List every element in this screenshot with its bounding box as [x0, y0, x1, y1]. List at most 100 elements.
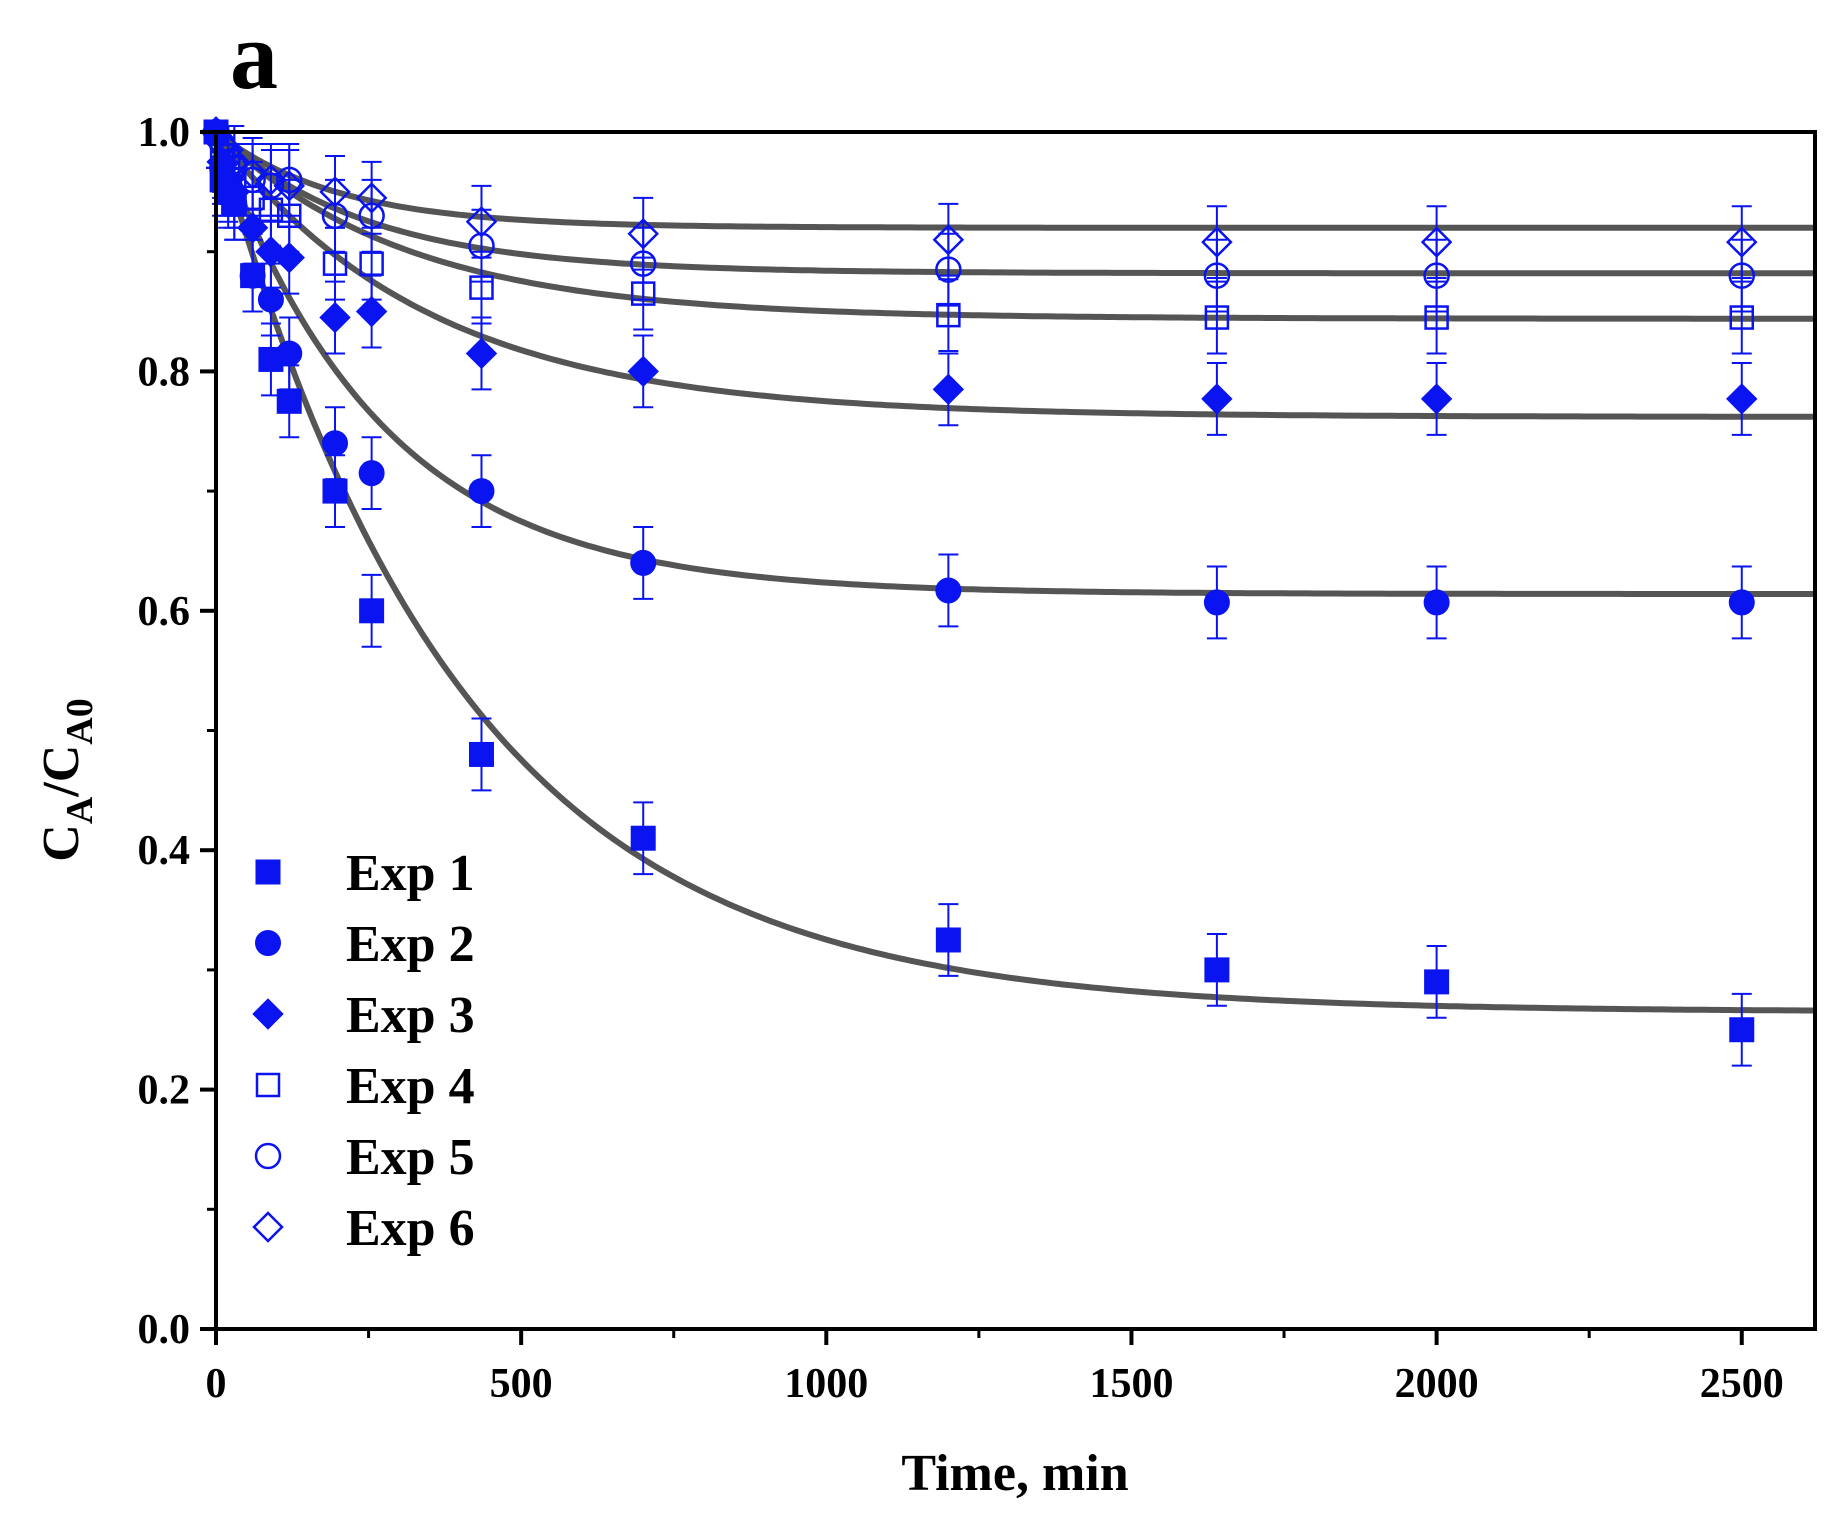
legend: Exp 1 Exp 2 Exp 3 Exp 4 Exp 5 Exp 6 — [252, 845, 475, 1257]
data-point-exp-6 — [465, 206, 498, 238]
data-point-exp-6 — [236, 158, 269, 190]
data-point-exp-2 — [322, 430, 349, 457]
data-point-exp-1 — [468, 741, 494, 767]
data-markers — [200, 116, 1758, 1043]
y-tick-label: 1.0 — [138, 110, 191, 156]
data-point-exp-6 — [355, 182, 388, 214]
y-title-slash: /C — [33, 745, 90, 798]
data-point-exp-2 — [276, 340, 303, 367]
y-title-sub2: A0 — [59, 698, 101, 744]
data-point-exp-1 — [630, 825, 656, 851]
data-point-exp-6 — [273, 170, 306, 202]
y-title-sub1: A — [59, 796, 101, 824]
fit-line — [213, 129, 1815, 277]
y-axis-ticks: 0.0 0.2 0.4 0.6 0.8 1.0 — [138, 110, 216, 1353]
data-point-exp-2 — [935, 577, 962, 604]
data-point-exp-6 — [1725, 226, 1758, 258]
data-point-exp-1 — [1729, 1017, 1755, 1043]
x-axis-ticks: 0 500 1000 1500 2000 2500 — [206, 1329, 1784, 1407]
fit-line — [213, 131, 1815, 1014]
y-axis-title: CA/CA0 — [33, 698, 101, 861]
data-point-exp-2 — [468, 478, 495, 505]
data-point-exp-2 — [239, 262, 266, 289]
data-point-exp-3 — [273, 241, 305, 274]
data-point-exp-4 — [322, 251, 348, 276]
y-tick-label: 0.4 — [138, 828, 191, 874]
x-tick-label: 1500 — [1089, 1361, 1173, 1407]
data-point-exp-3 — [465, 337, 498, 370]
data-point-exp-5 — [321, 202, 349, 230]
data-point-exp-1 — [359, 598, 385, 624]
x-tick-label: 2500 — [1700, 1361, 1784, 1407]
y-tick-label: 0.2 — [138, 1068, 191, 1114]
data-point-exp-4 — [630, 281, 656, 306]
x-axis-title: Time, min — [901, 1445, 1128, 1502]
data-point-exp-2 — [1423, 589, 1450, 616]
y-tick-label: 0.8 — [138, 349, 191, 395]
data-point-exp-1 — [1204, 957, 1230, 983]
legend-label: Exp 4 — [346, 1058, 475, 1115]
data-point-exp-4 — [936, 302, 961, 328]
legend-marker — [254, 1142, 282, 1170]
data-point-exp-6 — [932, 223, 965, 256]
data-point-exp-6 — [319, 176, 351, 208]
x-tick-label: 2000 — [1395, 1361, 1479, 1407]
data-point-exp-4 — [1424, 305, 1449, 330]
data-point-exp-5 — [257, 172, 285, 200]
fit-line — [214, 129, 1815, 231]
legend-marker — [255, 859, 281, 885]
data-point-exp-5 — [1203, 262, 1231, 289]
y-tick-label: 0.6 — [138, 589, 191, 635]
data-point-exp-5 — [1728, 262, 1756, 289]
data-point-exp-2 — [630, 549, 657, 576]
data-point-exp-3 — [355, 295, 388, 328]
x-tick-label: 0 — [206, 1361, 227, 1407]
y-title-main: C — [33, 824, 90, 862]
data-point-exp-5 — [468, 232, 495, 259]
panel-label: a — [230, 2, 278, 109]
data-point-exp-2 — [1203, 589, 1230, 616]
data-point-exp-4 — [276, 203, 302, 229]
data-point-exp-5 — [358, 202, 385, 230]
data-point-exp-2 — [358, 460, 385, 487]
data-point-exp-5 — [1423, 262, 1450, 289]
y-tick-label: 0.0 — [138, 1307, 191, 1353]
legend-marker — [255, 1072, 281, 1098]
data-point-exp-2 — [257, 286, 284, 313]
data-point-exp-4 — [1204, 305, 1230, 330]
legend-label: Exp 5 — [346, 1129, 475, 1186]
legend-marker — [255, 930, 281, 956]
data-point-exp-6 — [1201, 226, 1233, 258]
data-point-exp-2 — [1728, 589, 1755, 616]
data-point-exp-6 — [218, 146, 251, 178]
data-point-exp-1 — [1424, 969, 1450, 995]
data-point-exp-4 — [359, 251, 384, 276]
legend-label: Exp 1 — [346, 845, 475, 902]
x-tick-label: 1000 — [784, 1361, 868, 1407]
data-point-exp-3 — [1201, 383, 1233, 415]
data-point-exp-4 — [469, 275, 494, 300]
x-tick-label: 500 — [490, 1361, 553, 1407]
legend-marker — [252, 1211, 284, 1243]
data-point-exp-1 — [935, 927, 961, 953]
legend-label: Exp 6 — [346, 1200, 475, 1257]
data-point-exp-5 — [935, 256, 962, 283]
data-point-exp-6 — [1420, 226, 1453, 258]
legend-label: Exp 3 — [346, 987, 475, 1044]
data-point-exp-5 — [239, 166, 266, 194]
data-point-exp-3 — [932, 373, 965, 406]
data-point-exp-6 — [255, 164, 287, 196]
data-point-exp-3 — [1420, 383, 1453, 415]
fit-line — [213, 130, 1815, 597]
data-point-exp-3 — [627, 355, 659, 388]
data-point-exp-6 — [212, 134, 244, 166]
data-point-exp-5 — [275, 166, 303, 194]
data-point-exp-3 — [255, 235, 287, 268]
data-point-exp-3 — [319, 301, 351, 334]
data-point-exp-4 — [1729, 305, 1755, 330]
legend-label: Exp 2 — [346, 916, 475, 973]
data-point-exp-3 — [1726, 383, 1758, 415]
data-point-exp-1 — [276, 388, 302, 414]
